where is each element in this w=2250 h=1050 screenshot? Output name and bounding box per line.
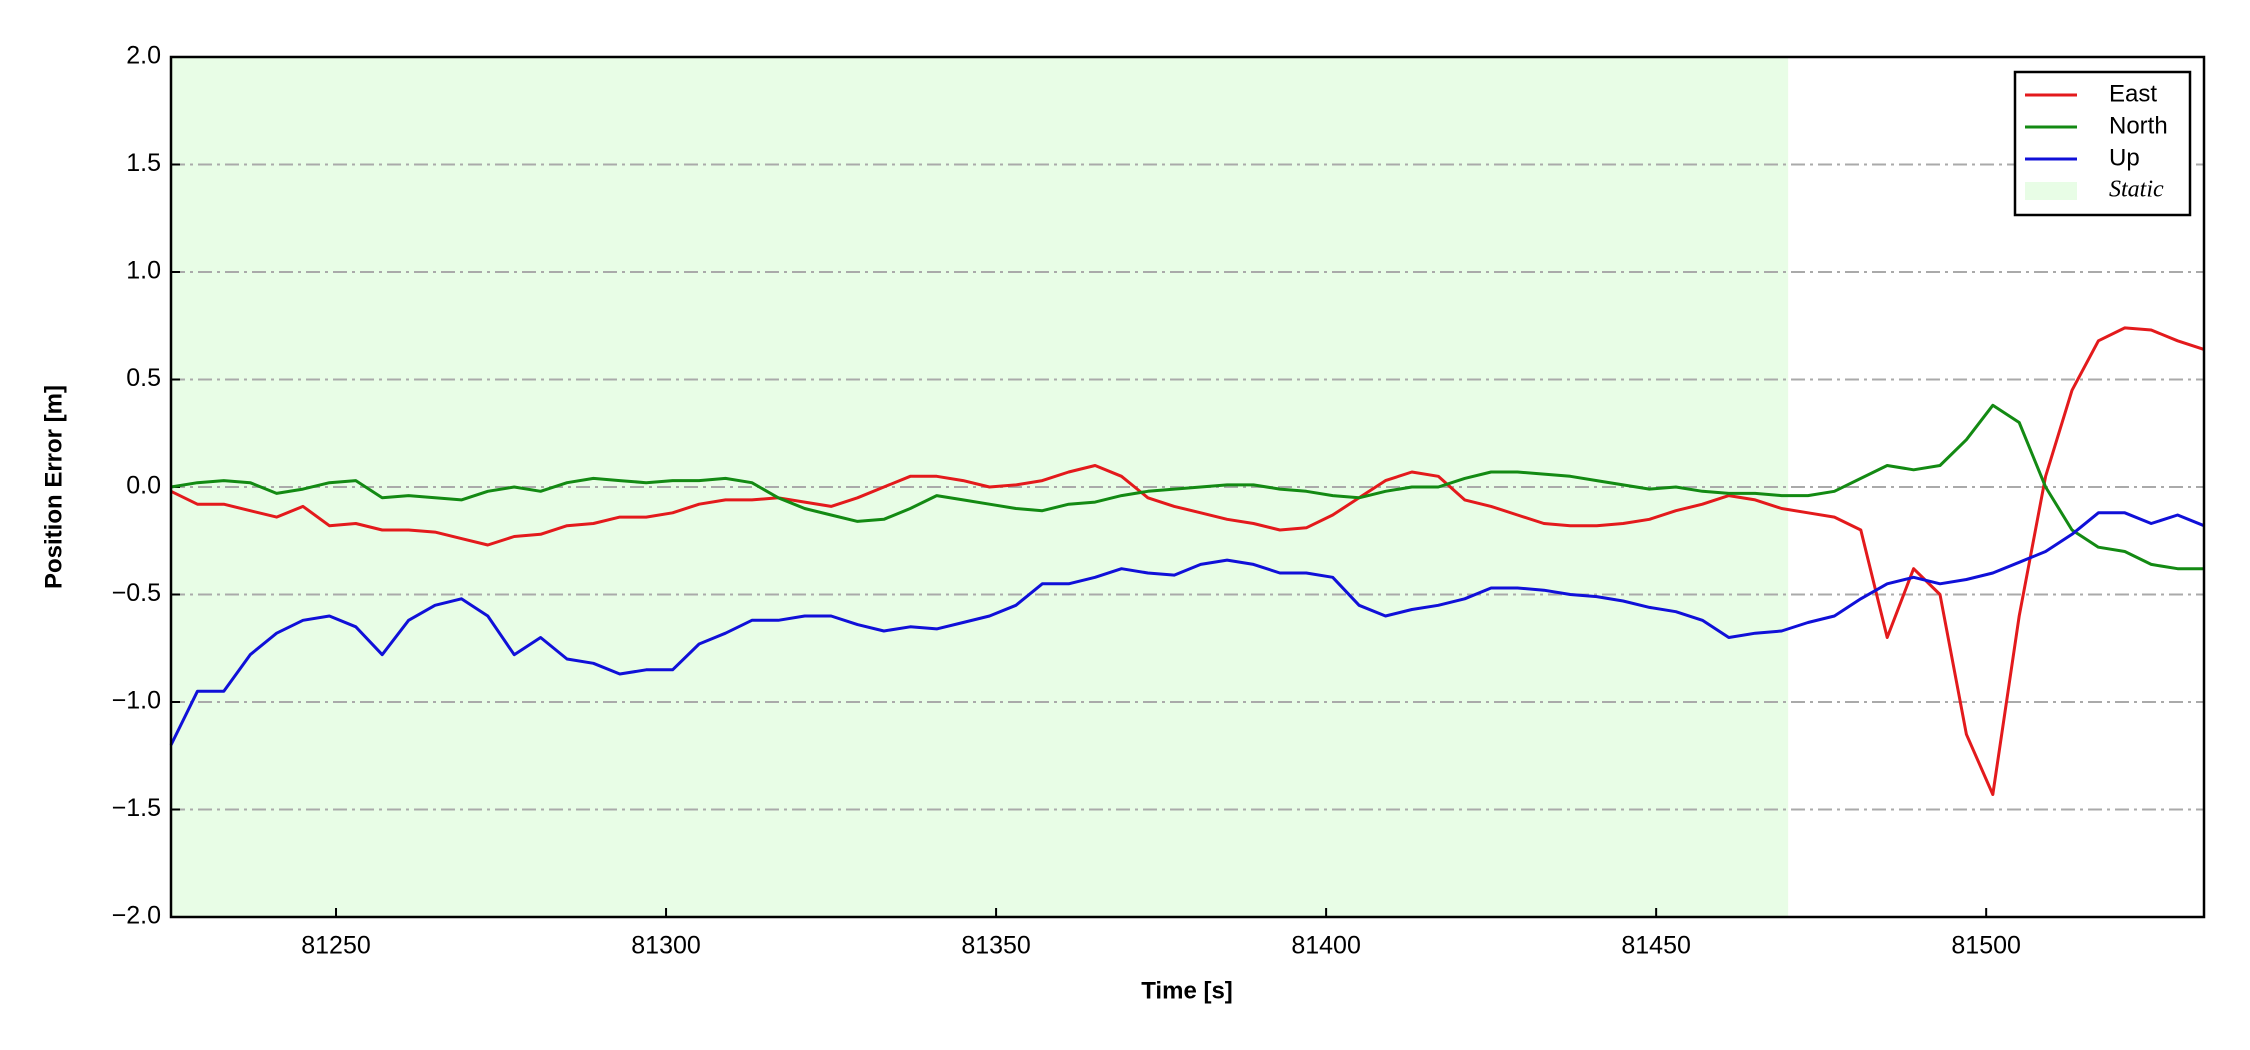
y-tick-label: 0.5 (126, 364, 161, 392)
x-tick-label: 81500 (1951, 932, 2021, 960)
y-tick-label: 1.5 (126, 149, 161, 177)
y-tick-label: −1.0 (112, 687, 161, 715)
legend-label: East (2109, 80, 2157, 107)
x-tick-label: 81300 (631, 932, 701, 960)
y-tick-label: 2.0 (126, 42, 161, 70)
x-tick-label: 81400 (1291, 932, 1361, 960)
x-tick-label: 81350 (961, 932, 1031, 960)
y-tick-label: −0.5 (112, 579, 161, 607)
x-tick-label: 81450 (1621, 932, 1691, 960)
x-axis-label: Time [s] (1141, 977, 1233, 1004)
series-line (170, 326, 2205, 796)
y-tick-label: −1.5 (112, 794, 161, 822)
x-tick-label: 81250 (301, 932, 371, 960)
legend-label: Up (2109, 144, 2140, 171)
y-tick-label: 0.0 (126, 472, 161, 500)
legend-swatch (2025, 182, 2077, 200)
y-axis-label: Position Error [m] (40, 385, 67, 589)
static-span (171, 57, 1789, 917)
y-tick-label: −2.0 (112, 902, 161, 930)
legend-label: North (2109, 112, 2168, 139)
series-line (169, 511, 2205, 746)
legend-label: Static (2109, 177, 2164, 203)
plot-frame (169, 55, 2206, 919)
y-tick-label: 1.0 (126, 257, 161, 285)
series-line (170, 403, 2204, 571)
